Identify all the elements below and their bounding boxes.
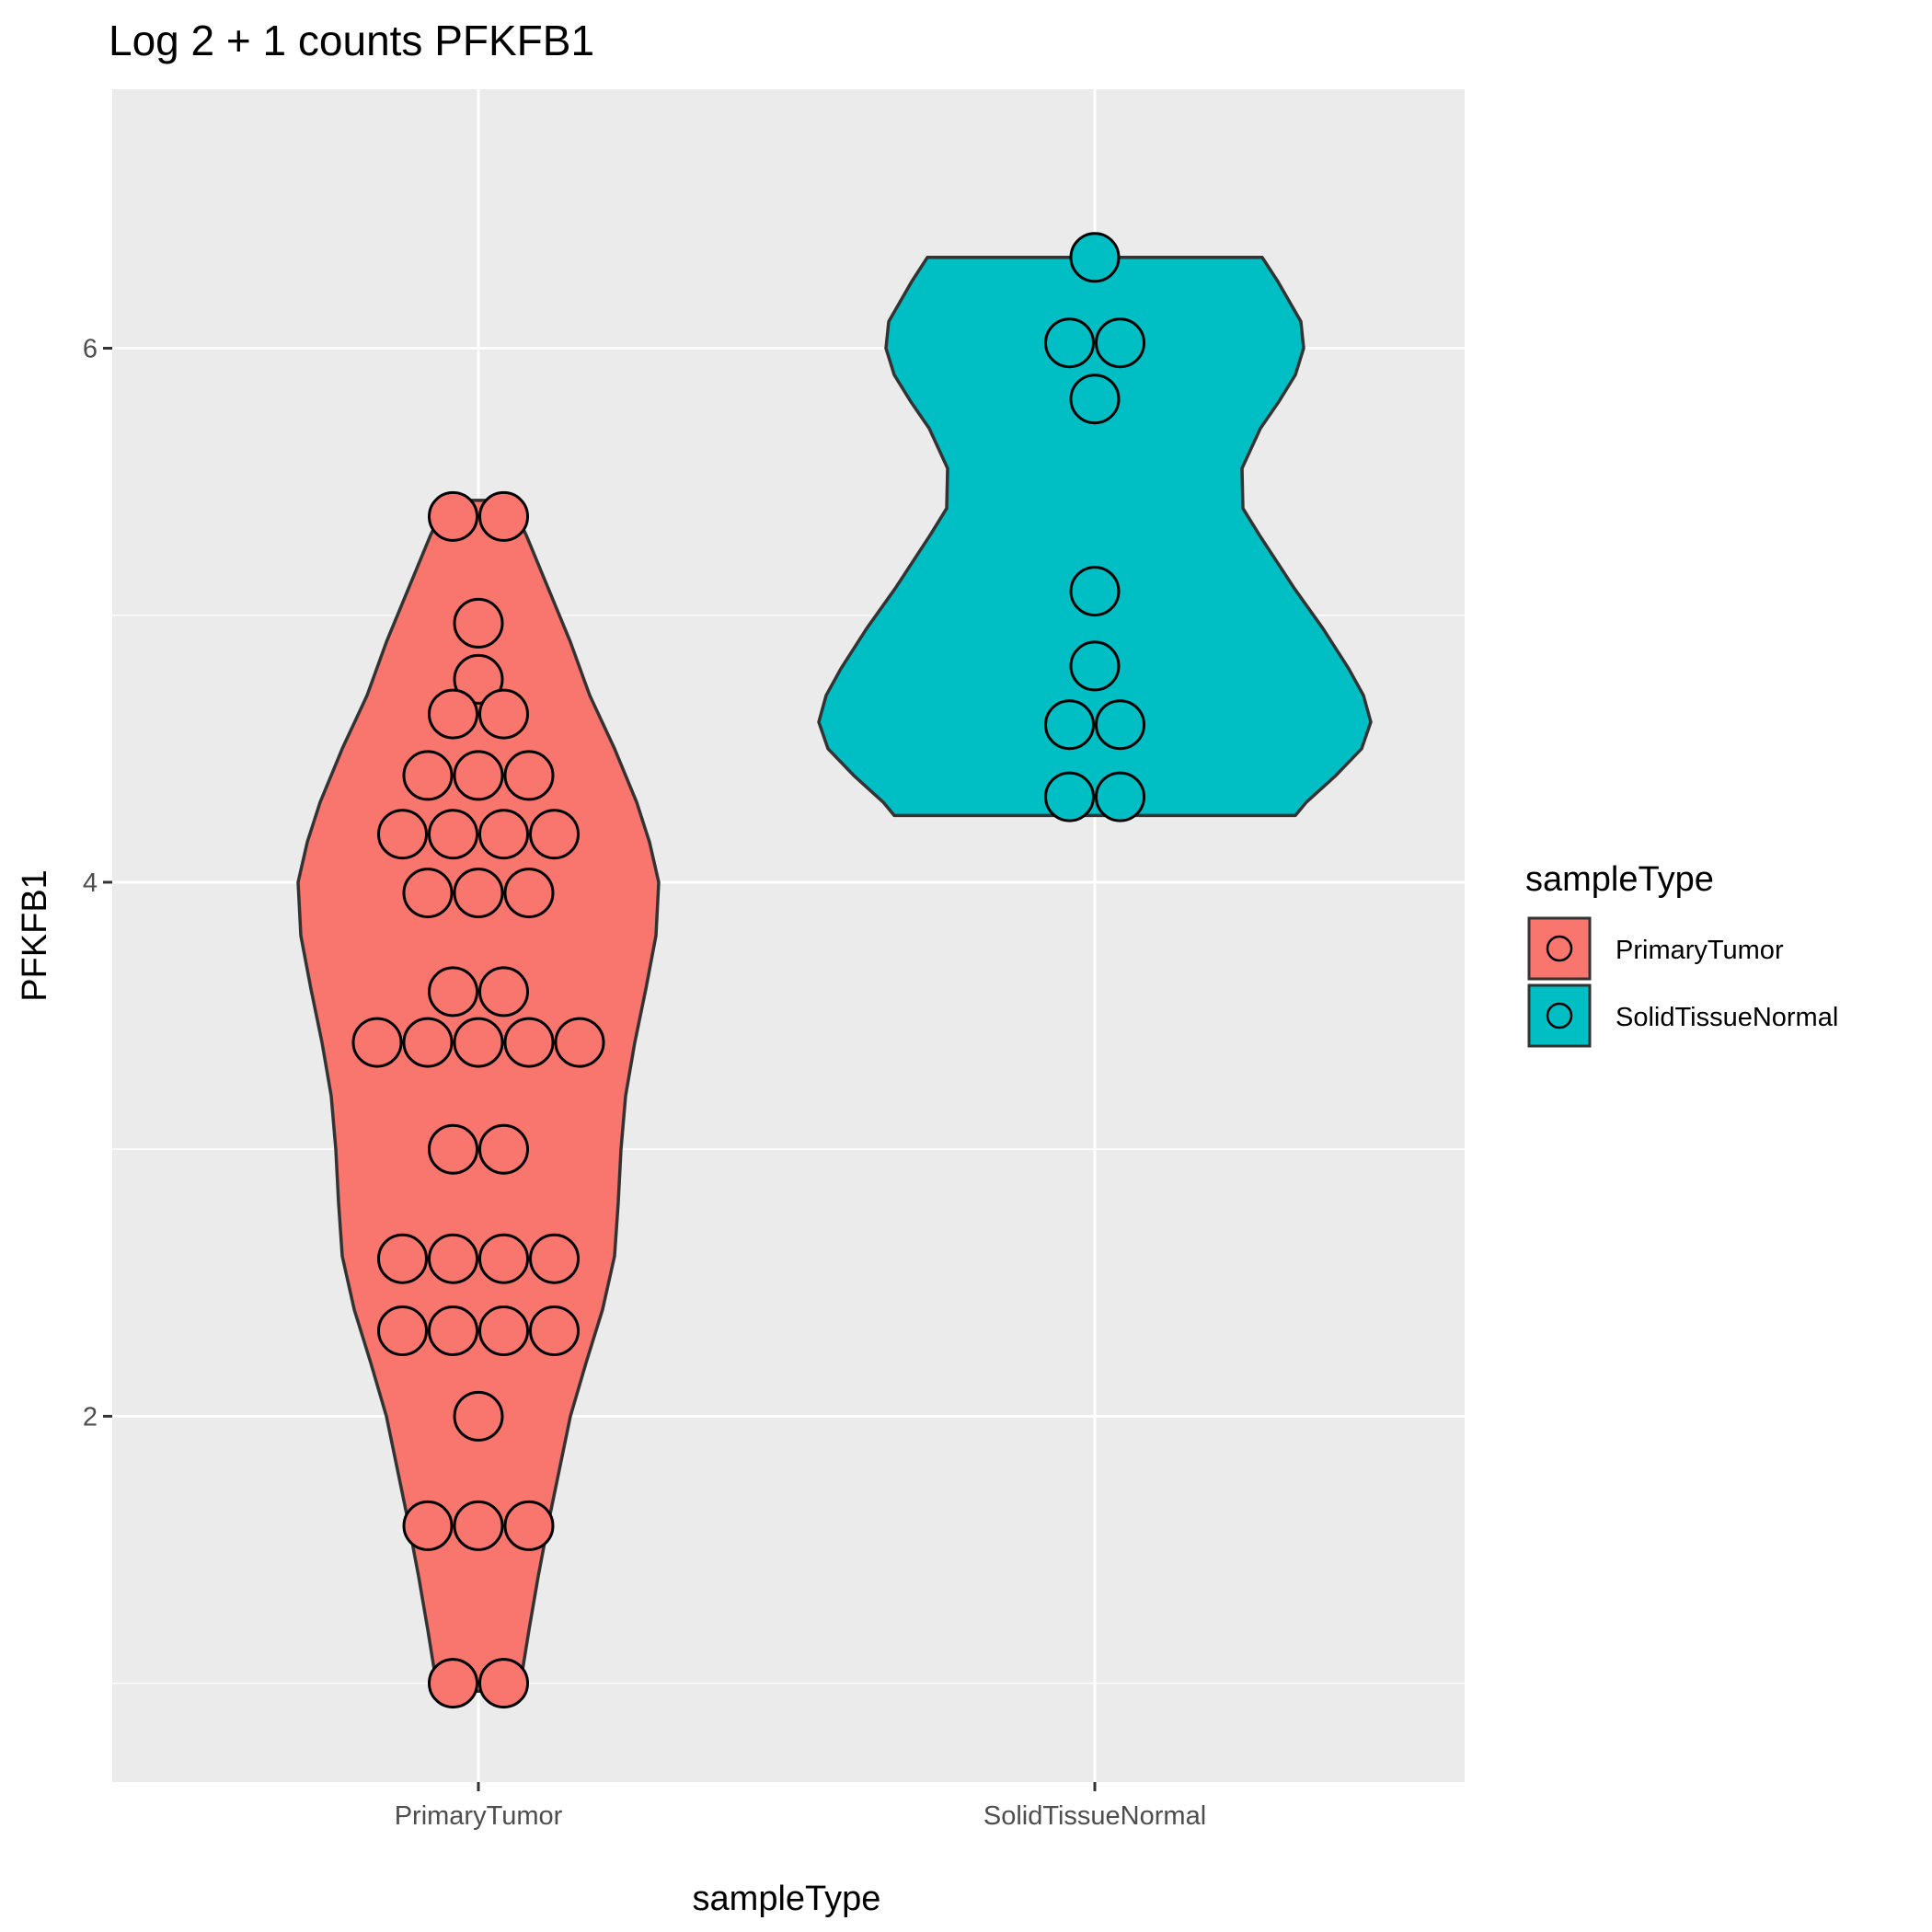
data-point-primarytumor	[402, 1017, 454, 1068]
data-point-primarytumor	[428, 490, 478, 542]
data-point-primarytumor	[377, 1305, 428, 1356]
data-point-solidtissuenormal	[1069, 566, 1121, 617]
data-point-primarytumor	[402, 750, 454, 801]
violin-solidtissuenormal	[817, 256, 1373, 818]
data-point-primarytumor	[428, 966, 478, 1018]
data-point-primarytumor	[478, 809, 529, 860]
data-point-primarytumor	[503, 1500, 555, 1551]
x-axis-title: sampleType	[693, 1880, 881, 1918]
legend-item-primarytumor: PrimaryTumor	[1527, 916, 1784, 981]
data-point-primarytumor	[503, 1017, 555, 1068]
x-tick-label: PrimaryTumor	[395, 1801, 563, 1831]
y-axis-title: PFKFB1	[16, 869, 54, 1002]
data-point-primarytumor	[453, 597, 504, 649]
y-tick-label: 4	[83, 868, 98, 898]
x-tick-label: SolidTissueNormal	[983, 1801, 1206, 1831]
data-point-primarytumor	[453, 1500, 504, 1551]
data-point-primarytumor	[377, 809, 428, 860]
data-point-primarytumor	[478, 688, 529, 740]
data-point-solidtissuenormal	[1044, 699, 1095, 751]
data-points	[351, 232, 1145, 1709]
data-point-solidtissuenormal	[1044, 771, 1095, 822]
data-point-primarytumor	[428, 809, 478, 860]
data-point-primarytumor	[428, 1123, 478, 1175]
y-tick-label: 2	[83, 1402, 98, 1432]
data-point-primarytumor	[478, 966, 529, 1018]
x-axis: PrimaryTumor SolidTissueNormal	[395, 1782, 1206, 1831]
y-axis: 2 4 6	[83, 335, 112, 1432]
data-point-primarytumor	[428, 1305, 478, 1356]
violins	[296, 256, 1373, 1694]
data-point-primarytumor	[478, 1123, 529, 1175]
y-tick-label: 6	[83, 335, 98, 364]
data-point-primarytumor	[377, 1233, 428, 1284]
data-point-primarytumor	[478, 1658, 529, 1709]
data-point-solidtissuenormal	[1069, 640, 1121, 692]
legend-dot-solidtissuenormal	[1546, 1002, 1573, 1029]
data-point-solidtissuenormal	[1069, 232, 1121, 283]
data-point-primarytumor	[453, 1017, 504, 1068]
data-point-primarytumor	[529, 1305, 580, 1356]
data-point-primarytumor	[351, 1017, 403, 1068]
legend-item-solidtissuenormal: SolidTissueNormal	[1527, 983, 1838, 1048]
data-point-primarytumor	[503, 868, 555, 919]
legend-label-solidtissuenormal: SolidTissueNormal	[1616, 1003, 1838, 1032]
legend-title: sampleType	[1525, 860, 1714, 899]
data-point-primarytumor	[478, 490, 529, 542]
legend: sampleType PrimaryTumor SolidTissueNorma…	[1525, 860, 1838, 1048]
data-point-primarytumor	[402, 868, 454, 919]
data-point-primarytumor	[402, 1500, 454, 1551]
chart-title: Log 2 + 1 counts PFKFB1	[109, 17, 594, 64]
data-point-primarytumor	[428, 1233, 478, 1284]
data-point-primarytumor	[478, 1305, 529, 1356]
data-point-primarytumor	[554, 1017, 605, 1068]
data-point-solidtissuenormal	[1069, 374, 1121, 425]
data-point-primarytumor	[529, 1233, 580, 1284]
data-point-primarytumor	[428, 1658, 478, 1709]
data-point-primarytumor	[453, 868, 504, 919]
data-point-solidtissuenormal	[1095, 317, 1145, 369]
legend-dot-primarytumor	[1546, 935, 1573, 962]
data-point-primarytumor	[529, 809, 580, 860]
data-point-primarytumor	[453, 1390, 504, 1442]
data-point-primarytumor	[478, 1233, 529, 1284]
data-point-primarytumor	[453, 653, 504, 705]
data-point-solidtissuenormal	[1095, 699, 1145, 751]
data-point-solidtissuenormal	[1095, 771, 1145, 822]
data-point-primarytumor	[428, 688, 478, 740]
data-point-solidtissuenormal	[1044, 317, 1095, 369]
data-point-primarytumor	[453, 750, 504, 801]
data-point-primarytumor	[503, 750, 555, 801]
legend-label-primarytumor: PrimaryTumor	[1616, 936, 1784, 965]
